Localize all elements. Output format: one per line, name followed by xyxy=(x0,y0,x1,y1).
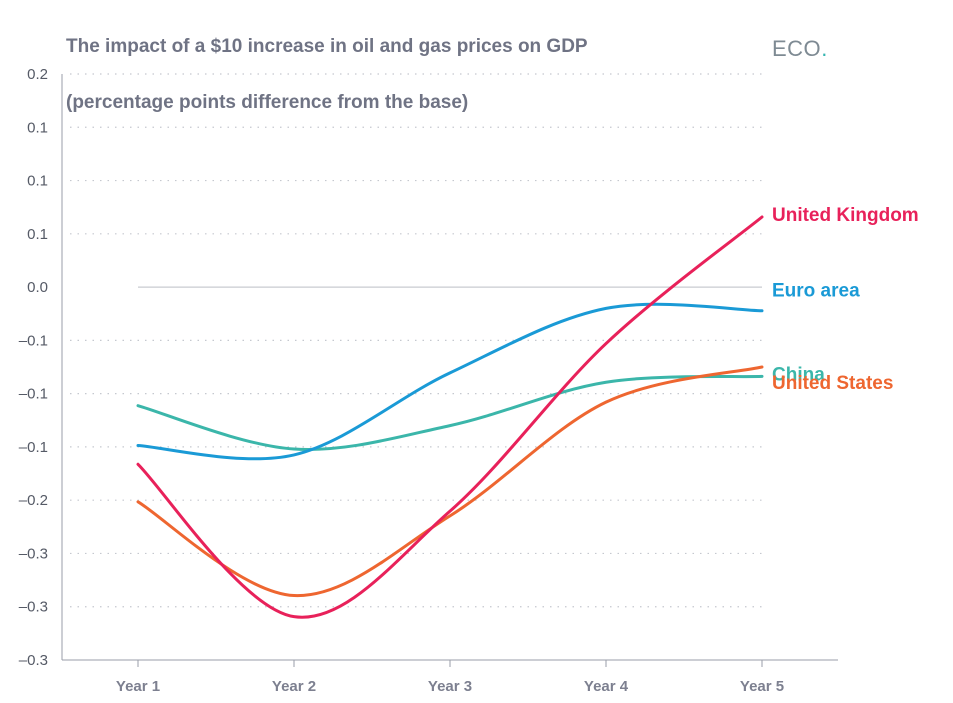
y-tick-label: –0.2 xyxy=(19,492,48,509)
brand-dot: . xyxy=(821,36,828,61)
x-tick-label: Year 2 xyxy=(272,678,316,695)
chart-title: The impact of a $10 increase in oil and … xyxy=(66,36,588,57)
x-tick-label: Year 1 xyxy=(116,678,160,695)
y-tick-label: –0.1 xyxy=(19,386,48,403)
y-tick-label: 0.1 xyxy=(27,173,48,190)
series-line-euro-area xyxy=(136,302,764,461)
y-tick-label: –0.1 xyxy=(19,439,48,456)
x-axis-ticks: Year 1 Year 2 Year 3 Year 4 Year 5 xyxy=(116,660,784,695)
series-lines xyxy=(136,215,764,619)
brand-text: ECO xyxy=(772,36,822,61)
series-label-euro-area: Euro area xyxy=(772,281,860,302)
y-tick-label: 0.1 xyxy=(27,119,48,136)
x-tick-label: Year 3 xyxy=(428,678,472,695)
series-label-united-kingdom: United Kingdom xyxy=(772,205,919,226)
y-tick-label: 0.2 xyxy=(27,66,48,83)
y-tick-label: –0.3 xyxy=(19,545,48,562)
series-line-united-kingdom xyxy=(136,215,764,619)
y-tick-label: –0.1 xyxy=(19,332,48,349)
chart-subtitle: (percentage points difference from the b… xyxy=(66,92,469,113)
y-tick-label: –0.3 xyxy=(19,599,48,616)
eco-logo: ECO. xyxy=(772,36,828,62)
x-tick-label: Year 4 xyxy=(584,678,629,695)
series-label-united-states: United States xyxy=(772,373,893,394)
y-tick-label: 0.0 xyxy=(27,279,48,296)
series-label-china: China xyxy=(772,364,825,385)
y-tick-label: –0.3 xyxy=(19,652,48,669)
series-line-united-states xyxy=(136,365,764,598)
series-line-china xyxy=(136,374,764,451)
y-axis-ticks: 0.2 0.1 0.1 0.1 0.0 –0.1 –0.1 –0.1 –0.2 –0.3 –0.3 –… xyxy=(19,66,48,669)
y-tick-label: 0.1 xyxy=(27,226,48,243)
x-tick-label: Year 5 xyxy=(740,678,784,695)
gridlines xyxy=(70,73,762,608)
axes xyxy=(61,74,838,661)
